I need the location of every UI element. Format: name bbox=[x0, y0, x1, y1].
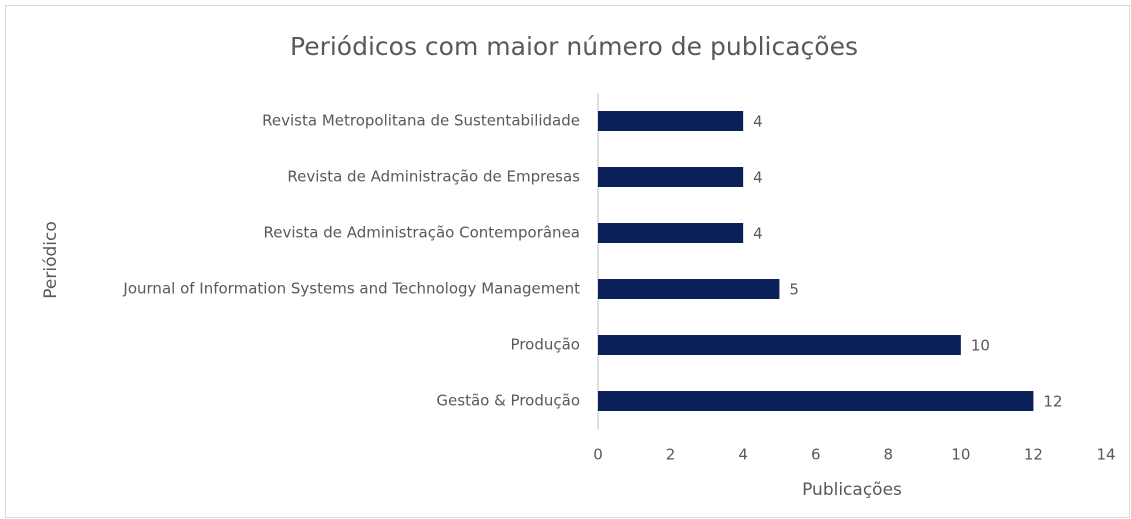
data-label: 12 bbox=[1043, 393, 1062, 411]
data-label: 4 bbox=[753, 113, 763, 131]
bar bbox=[598, 335, 961, 355]
y-tick-label: Revista de Administração Contemporânea bbox=[264, 224, 580, 242]
y-tick-label: Revista Metropolitana de Sustentabilidad… bbox=[262, 112, 580, 130]
y-axis-label: Periódico bbox=[41, 221, 61, 298]
bar bbox=[598, 391, 1034, 411]
x-tick-label: 2 bbox=[666, 446, 676, 464]
y-tick-label: Revista de Administração de Empresas bbox=[287, 168, 580, 186]
y-tick-label: Journal of Information Systems and Techn… bbox=[122, 280, 580, 298]
data-label: 5 bbox=[789, 281, 799, 299]
x-tick-label: 10 bbox=[951, 446, 970, 464]
bar bbox=[598, 167, 744, 187]
chart-frame bbox=[5, 5, 1130, 518]
data-label: 4 bbox=[753, 225, 763, 243]
bar bbox=[598, 223, 744, 243]
bar bbox=[598, 111, 744, 131]
x-tick-label: 0 bbox=[593, 446, 603, 464]
data-label: 4 bbox=[753, 169, 763, 187]
x-tick-label: 14 bbox=[1096, 446, 1115, 464]
bar bbox=[598, 279, 780, 299]
y-tick-label: Gestão & Produção bbox=[436, 392, 580, 410]
x-tick-label: 8 bbox=[884, 446, 894, 464]
data-label: 10 bbox=[971, 337, 990, 355]
y-tick-label: Produção bbox=[511, 336, 580, 354]
x-tick-label: 4 bbox=[738, 446, 748, 464]
x-tick-label: 6 bbox=[811, 446, 821, 464]
x-axis-label: Publicações bbox=[802, 480, 902, 500]
x-tick-label: 12 bbox=[1024, 446, 1043, 464]
chart-title: Periódicos com maior número de publicaçõ… bbox=[290, 32, 858, 61]
